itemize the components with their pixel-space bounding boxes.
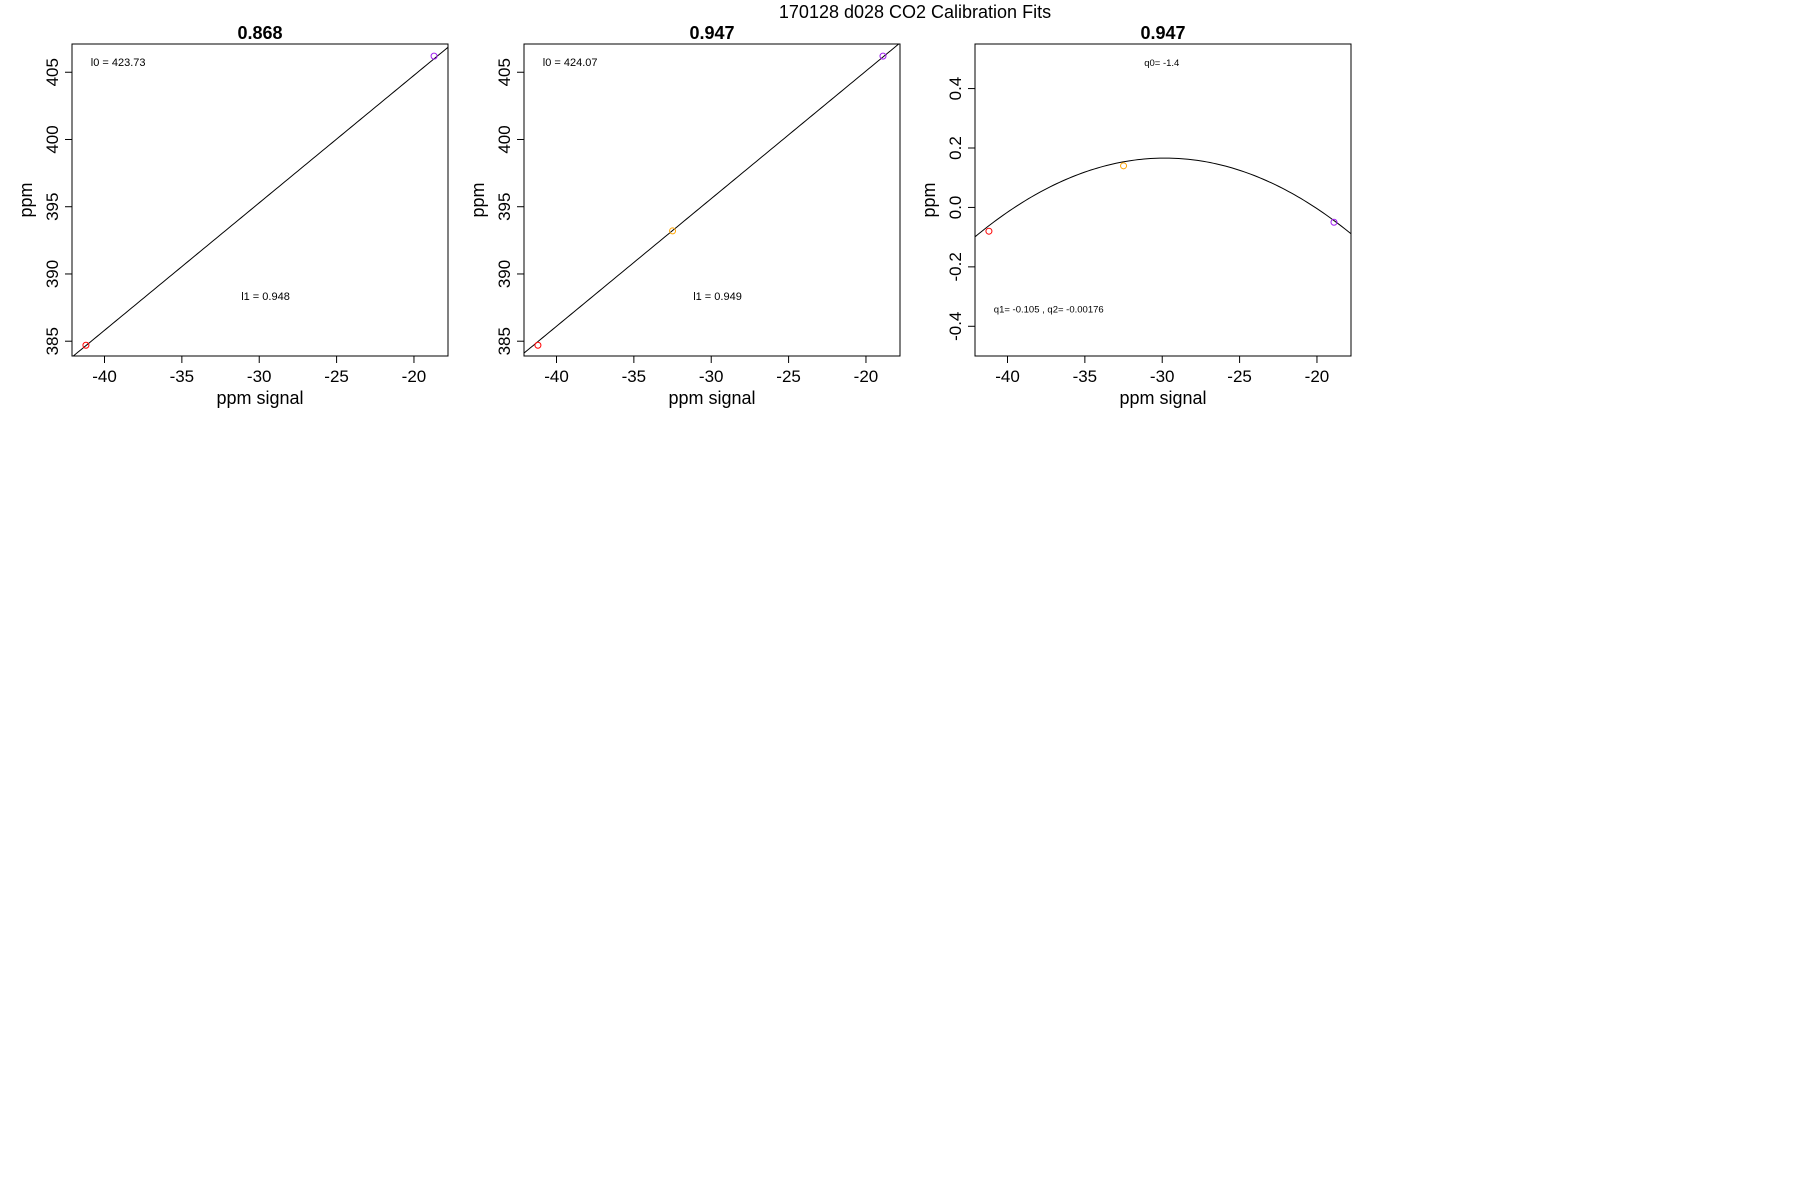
y-axis-label: ppm bbox=[16, 182, 36, 217]
data-point bbox=[534, 341, 542, 349]
data-point bbox=[985, 227, 993, 235]
annotation-l1: l1 = 0.949 bbox=[693, 291, 742, 303]
x-tick-label: -30 bbox=[699, 367, 724, 386]
x-tick-label: -20 bbox=[854, 367, 879, 386]
x-tick-label: -40 bbox=[995, 367, 1020, 386]
data-point bbox=[669, 227, 677, 235]
y-axis-label: ppm bbox=[919, 182, 939, 217]
plot-title: 0.868 bbox=[237, 23, 282, 43]
data-point bbox=[82, 341, 90, 349]
y-tick-label: 405 bbox=[43, 58, 62, 86]
x-tick-label: -35 bbox=[170, 367, 195, 386]
y-tick-label: 0.2 bbox=[946, 136, 965, 160]
x-tick-label: -40 bbox=[544, 367, 569, 386]
x-tick-label: -30 bbox=[1150, 367, 1175, 386]
y-tick-label: 390 bbox=[43, 260, 62, 288]
fit-line bbox=[524, 44, 900, 354]
annotation-l0: l0 = 423.73 bbox=[91, 57, 146, 69]
plot-title: 0.947 bbox=[1140, 23, 1185, 43]
super-title: 170128 d028 CO2 Calibration Fits bbox=[779, 2, 1051, 22]
data-point bbox=[879, 52, 887, 60]
panels: 0.868 -40 -35 -30 -25 -20 385 390 395 400 405 ppm s… bbox=[16, 23, 1352, 408]
annotation-q0: q0= -1.4 bbox=[1144, 58, 1179, 69]
annotation-q1q2: q1= -0.105 , q2= -0.00176 bbox=[994, 304, 1104, 315]
y-tick-label: 390 bbox=[495, 260, 514, 288]
x-tick-label: -35 bbox=[622, 367, 647, 386]
y-tick-label: 385 bbox=[43, 327, 62, 355]
x-tick-label: -35 bbox=[1073, 367, 1098, 386]
y-tick-label: 400 bbox=[495, 125, 514, 153]
x-axis-label: ppm signal bbox=[668, 388, 755, 408]
y-tick-label: 0.0 bbox=[946, 196, 965, 220]
data-point bbox=[430, 52, 438, 60]
fit-line bbox=[975, 157, 1351, 238]
annotation-l0: l0 = 424.07 bbox=[543, 57, 598, 69]
x-tick-label: -25 bbox=[1227, 367, 1252, 386]
chart-panel-3: 0.947 -40 -35 -30 -25 -20 -0.4 -0.2 0.0 0.2 0.4 ppm… bbox=[919, 23, 1352, 408]
chart-panel-1: 0.868 -40 -35 -30 -25 -20 385 390 395 400 405 ppm s… bbox=[16, 23, 449, 408]
y-tick-label: 400 bbox=[43, 125, 62, 153]
data-point bbox=[1120, 162, 1128, 170]
plot-frame bbox=[71, 43, 449, 357]
y-tick-label: -0.4 bbox=[946, 312, 965, 341]
x-tick-label: -25 bbox=[776, 367, 801, 386]
x-tick-label: -40 bbox=[92, 367, 117, 386]
fit-line bbox=[72, 46, 448, 356]
y-tick-label: -0.2 bbox=[946, 252, 965, 281]
x-tick-label: -20 bbox=[1305, 367, 1330, 386]
x-axis-label: ppm signal bbox=[1119, 388, 1206, 408]
y-tick-label: 395 bbox=[495, 193, 514, 221]
chart-panel-2: 0.947 -40 -35 -30 -25 -20 385 390 395 400 405 ppm s… bbox=[468, 23, 901, 408]
y-tick-label: 405 bbox=[495, 58, 514, 86]
y-axis-label: ppm bbox=[468, 182, 488, 217]
plot-title: 0.947 bbox=[689, 23, 734, 43]
y-tick-label: 385 bbox=[495, 327, 514, 355]
x-tick-label: -25 bbox=[324, 367, 349, 386]
x-tick-label: -20 bbox=[402, 367, 427, 386]
y-tick-label: 395 bbox=[43, 193, 62, 221]
plot-frame bbox=[523, 43, 901, 357]
x-axis-label: ppm signal bbox=[216, 388, 303, 408]
plot-frame bbox=[974, 43, 1352, 357]
x-tick-label: -30 bbox=[247, 367, 272, 386]
annotation-l1: l1 = 0.948 bbox=[241, 291, 290, 303]
data-point bbox=[1330, 218, 1338, 226]
y-tick-label: 0.4 bbox=[946, 77, 965, 101]
